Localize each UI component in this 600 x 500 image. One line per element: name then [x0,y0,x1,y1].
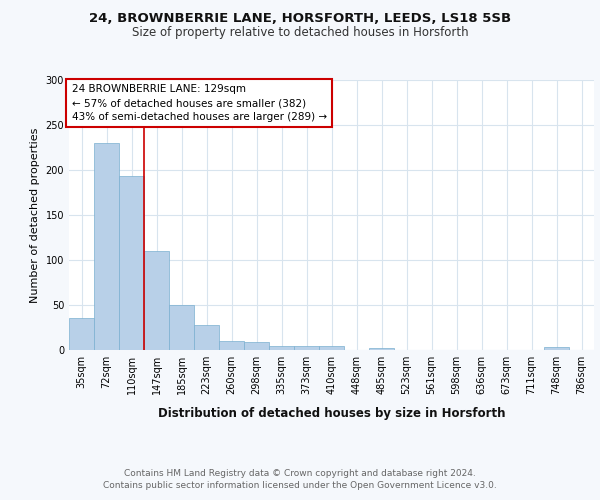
Bar [319,346,344,350]
Bar [194,325,219,350]
Bar [544,348,569,350]
Y-axis label: Number of detached properties: Number of detached properties [30,128,40,302]
Text: 24 BROWNBERRIE LANE: 129sqm
← 57% of detached houses are smaller (382)
43% of se: 24 BROWNBERRIE LANE: 129sqm ← 57% of det… [71,84,327,122]
Bar [294,346,319,350]
Bar [94,143,119,350]
Bar [169,305,194,350]
Text: Contains public sector information licensed under the Open Government Licence v3: Contains public sector information licen… [103,481,497,490]
Bar [219,341,244,350]
Bar [69,318,94,350]
Text: Size of property relative to detached houses in Horsforth: Size of property relative to detached ho… [131,26,469,39]
Text: 24, BROWNBERRIE LANE, HORSFORTH, LEEDS, LS18 5SB: 24, BROWNBERRIE LANE, HORSFORTH, LEEDS, … [89,12,511,26]
Text: Distribution of detached houses by size in Horsforth: Distribution of detached houses by size … [158,408,505,420]
Bar [119,176,144,350]
Bar [269,346,294,350]
Bar [144,251,169,350]
Bar [244,342,269,350]
Bar [369,348,394,350]
Text: Contains HM Land Registry data © Crown copyright and database right 2024.: Contains HM Land Registry data © Crown c… [124,469,476,478]
